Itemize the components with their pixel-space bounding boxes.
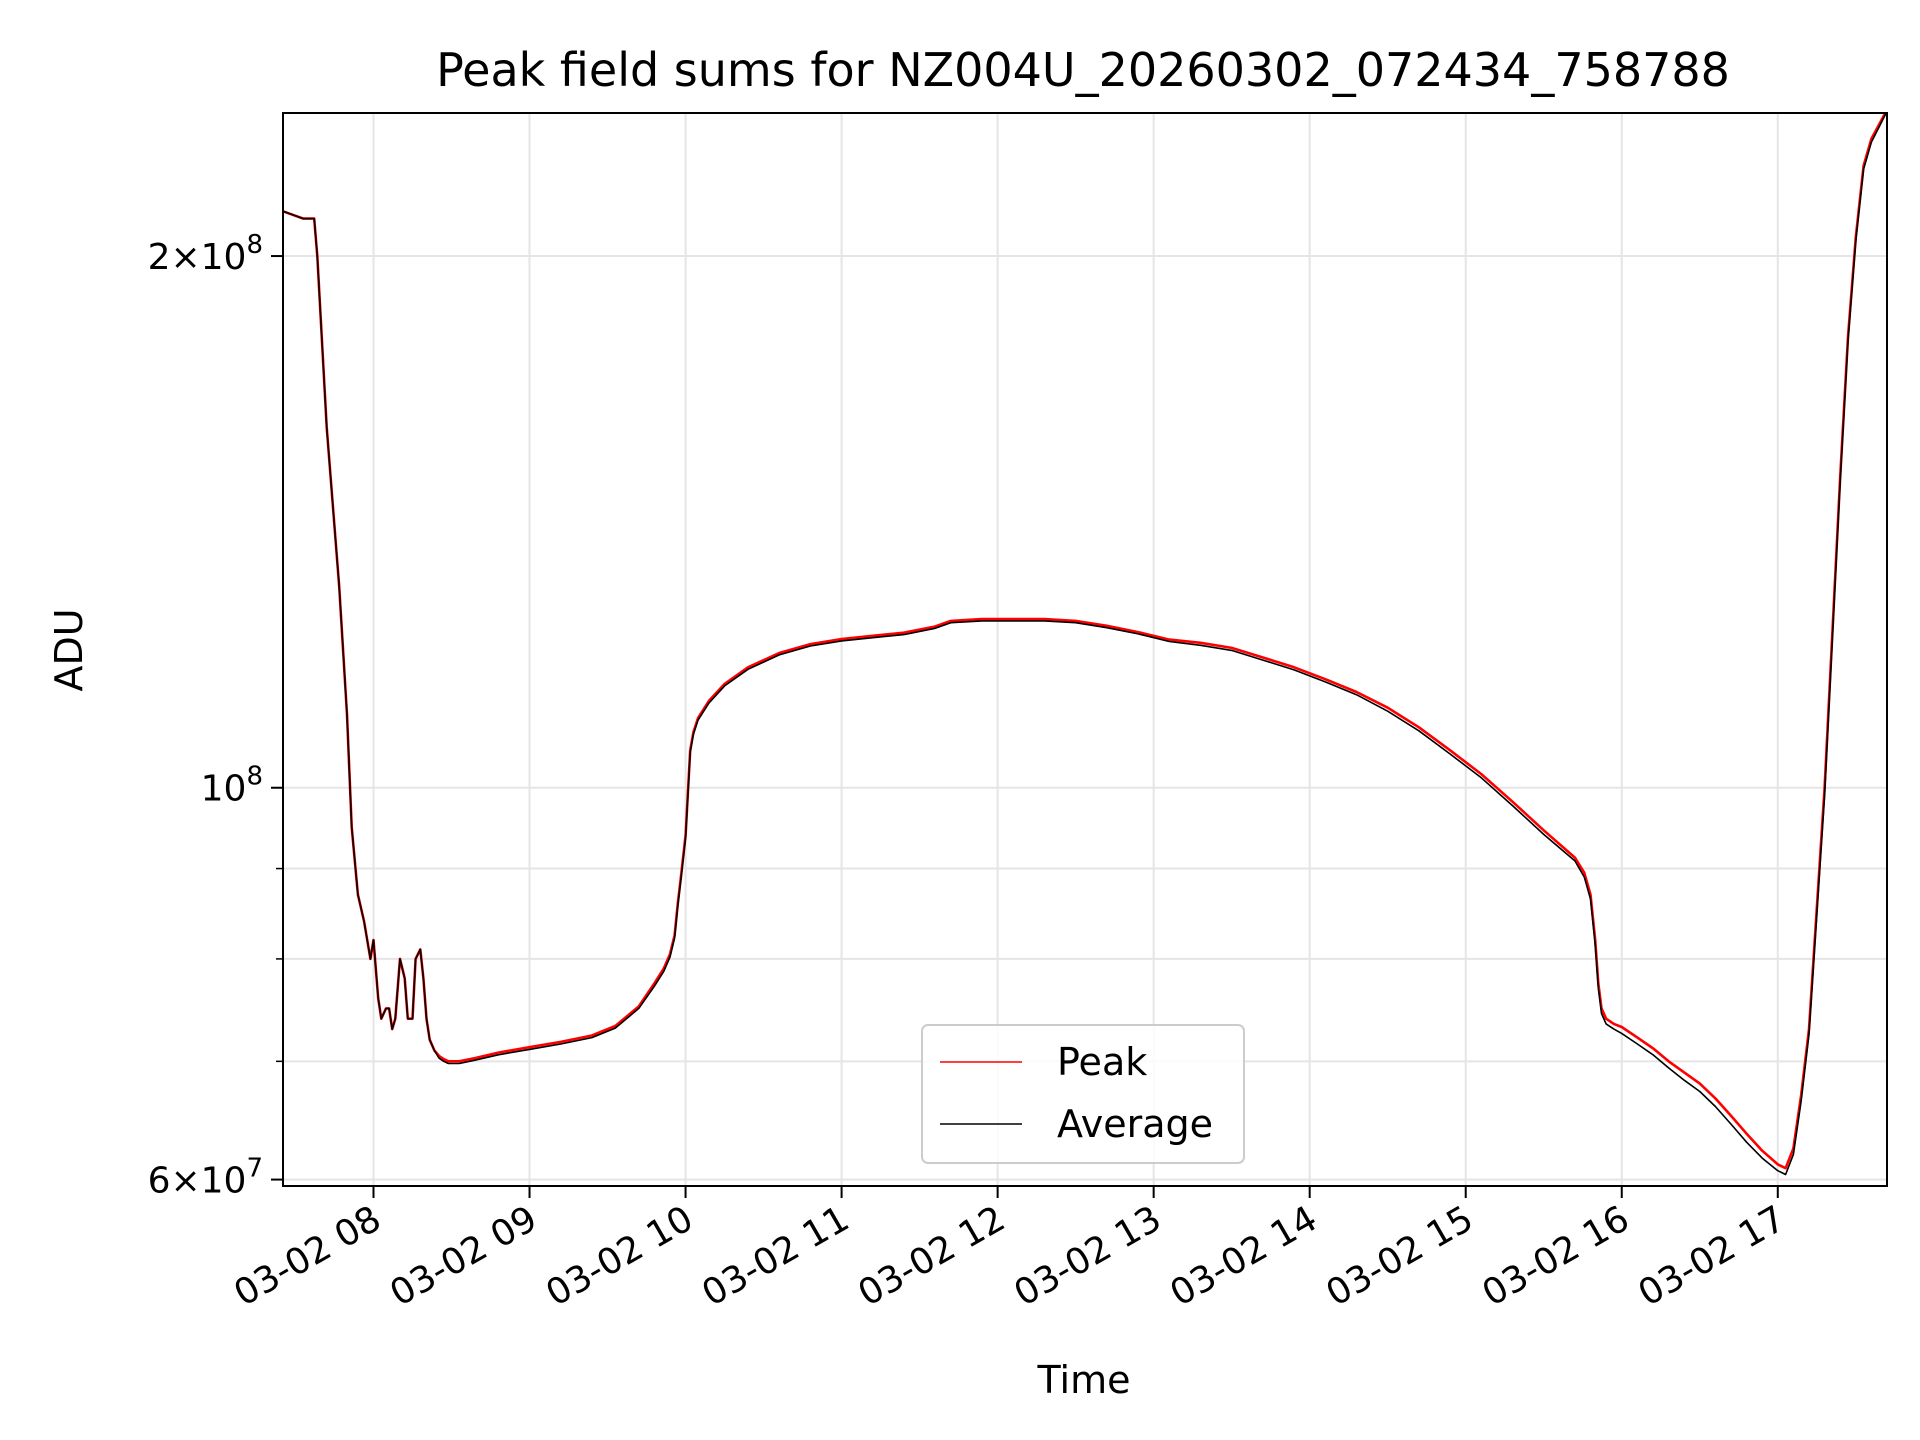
y-tick-base: 10 [201,237,247,278]
y-tick-mantissa: 2 [148,237,171,278]
y-tick-times: × [170,1161,200,1202]
y-tick-times: × [170,237,200,278]
y-tick-exponent: 7 [246,1154,263,1184]
y-tick-exponent: 8 [246,230,263,260]
legend-label-average: Average [1057,1102,1213,1146]
y-tick-base: 10 [201,1161,247,1202]
y-tick-label: 108 [201,762,263,810]
y-tick-label: 2×108 [148,230,263,278]
y-axis-label: ADU [47,608,91,691]
legend: Peak Average [921,1024,1245,1164]
axes-frame [282,112,1888,1187]
legend-label-peak: Peak [1057,1040,1147,1084]
plot-area [283,113,1887,1176]
chart-title: Peak field sums for NZ004U_20260302_0724… [436,43,1730,97]
y-tick-mantissa: 6 [148,1161,171,1202]
y-tick-exponent: 8 [246,762,263,792]
legend-box [921,1024,1245,1164]
y-tick-base: 10 [201,769,247,810]
x-axis-label: Time [1037,1358,1131,1402]
y-tick-label: 6×107 [148,1154,263,1202]
series-line-average [283,113,1887,1176]
